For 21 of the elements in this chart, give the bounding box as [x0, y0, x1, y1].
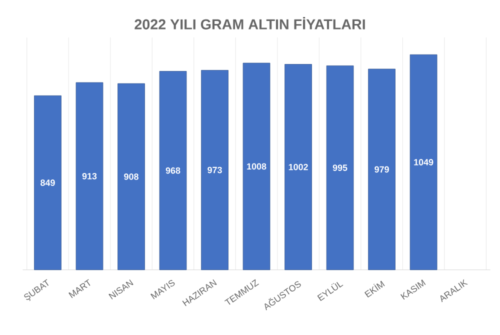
bar	[118, 83, 145, 270]
data-label: 973	[208, 166, 222, 174]
bar	[368, 68, 396, 270]
bar	[410, 54, 438, 270]
bar	[242, 62, 270, 270]
data-label: 908	[124, 174, 138, 180]
bar	[34, 95, 62, 270]
data-label: 995	[332, 164, 348, 171]
data-label: 1002	[288, 164, 308, 170]
chart-title: 2022 YILI GRAM ALTIN FİYATLARI	[134, 17, 365, 30]
data-label: 1049	[414, 159, 434, 166]
data-label: 968	[166, 167, 180, 174]
bar	[76, 82, 104, 270]
bar	[326, 66, 354, 270]
data-label: 913	[82, 172, 97, 180]
data-label: 979	[374, 166, 389, 173]
bar	[284, 64, 312, 270]
bar	[201, 70, 228, 270]
data-label: 849	[40, 180, 55, 186]
data-label: 1008	[247, 163, 266, 170]
bar	[159, 71, 187, 270]
